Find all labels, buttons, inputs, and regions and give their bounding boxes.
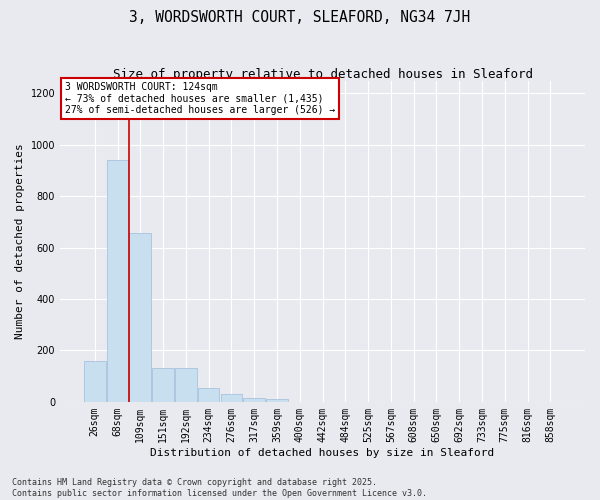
Title: Size of property relative to detached houses in Sleaford: Size of property relative to detached ho…: [113, 68, 533, 80]
Y-axis label: Number of detached properties: Number of detached properties: [15, 144, 25, 339]
Bar: [84, 360, 106, 402]
Bar: [266, 400, 288, 402]
Text: 3, WORDSWORTH COURT, SLEAFORD, NG34 7JH: 3, WORDSWORTH COURT, SLEAFORD, NG34 7JH: [130, 10, 470, 25]
Text: Contains HM Land Registry data © Crown copyright and database right 2025.
Contai: Contains HM Land Registry data © Crown c…: [12, 478, 427, 498]
Bar: [198, 388, 220, 402]
Text: 3 WORDSWORTH COURT: 124sqm
← 73% of detached houses are smaller (1,435)
27% of s: 3 WORDSWORTH COURT: 124sqm ← 73% of deta…: [65, 82, 335, 116]
Bar: [107, 160, 128, 402]
Bar: [152, 368, 174, 402]
Bar: [175, 368, 197, 402]
Bar: [221, 394, 242, 402]
Bar: [130, 234, 151, 402]
Bar: [244, 398, 265, 402]
X-axis label: Distribution of detached houses by size in Sleaford: Distribution of detached houses by size …: [151, 448, 494, 458]
